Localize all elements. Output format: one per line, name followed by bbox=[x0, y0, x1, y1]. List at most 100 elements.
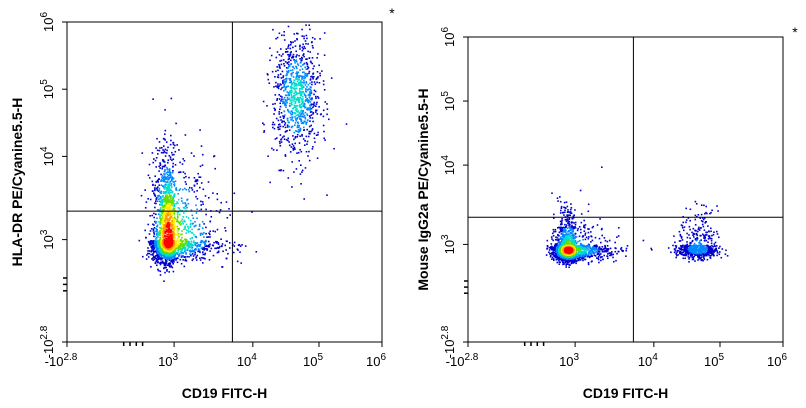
data-point-pop-1 bbox=[167, 208, 170, 210]
data-point-pop-2 bbox=[291, 161, 293, 163]
data-point-pop-1 bbox=[226, 217, 229, 219]
data-point-pop-1 bbox=[594, 247, 597, 250]
data-point-pop-1 bbox=[178, 253, 181, 255]
data-point-pop-1 bbox=[592, 225, 595, 228]
data-point-pop-1 bbox=[163, 150, 166, 152]
data-point-pop-1 bbox=[592, 246, 594, 248]
data-point-pop-2 bbox=[319, 113, 322, 116]
data-point-pop-1 bbox=[170, 231, 173, 233]
data-point-pop-1 bbox=[553, 259, 555, 262]
data-point-pop-1 bbox=[151, 214, 153, 217]
data-point-pop-2 bbox=[301, 76, 303, 79]
data-point-pop-1 bbox=[170, 208, 172, 211]
data-point-pop-2 bbox=[310, 124, 312, 127]
data-point-pop-1 bbox=[560, 207, 563, 209]
data-point-pop-2 bbox=[281, 96, 283, 98]
data-point-pop-1 bbox=[173, 185, 176, 187]
data-point-pop-1 bbox=[172, 170, 174, 172]
data-point-pop-1 bbox=[194, 235, 197, 238]
data-point-pop-2 bbox=[296, 93, 298, 96]
data-point-pop-1 bbox=[167, 178, 170, 181]
data-point-pop-2 bbox=[300, 183, 302, 185]
data-point-pop-2 bbox=[289, 151, 292, 153]
data-point-pop-1 bbox=[163, 237, 165, 239]
data-point-pop-1 bbox=[600, 228, 603, 231]
data-point-pop-2 bbox=[285, 130, 287, 133]
data-point-pop-2 bbox=[301, 88, 304, 90]
data-point-pop-1 bbox=[578, 259, 580, 261]
data-point-pop-1 bbox=[177, 193, 179, 195]
data-point-pop-1 bbox=[563, 206, 565, 209]
data-point-pop-1 bbox=[553, 230, 555, 233]
data-point-pop-1 bbox=[233, 241, 236, 244]
data-point-pop-1 bbox=[607, 253, 609, 255]
data-point-pop-1 bbox=[220, 238, 222, 240]
data-point-pop-1 bbox=[563, 234, 566, 237]
data-point-pop-1 bbox=[207, 240, 210, 243]
data-point-pop-1 bbox=[160, 184, 163, 186]
data-point-pop-1 bbox=[155, 238, 157, 240]
data-point-pop-1 bbox=[608, 239, 611, 242]
data-point-pop-1 bbox=[185, 183, 187, 185]
data-point-pop-2 bbox=[306, 58, 308, 60]
data-point-pop-1 bbox=[199, 234, 202, 236]
data-point-pop-1 bbox=[236, 260, 239, 263]
data-point-pop-2 bbox=[293, 171, 295, 173]
data-point-pop-1 bbox=[546, 245, 549, 248]
data-point-pop-2 bbox=[262, 122, 264, 124]
data-point-pop-2 bbox=[309, 88, 311, 91]
data-point-pop-1 bbox=[564, 227, 566, 229]
data-point-pop-2 bbox=[298, 54, 300, 57]
data-point-pop-2 bbox=[269, 59, 271, 62]
data-point-pop-1 bbox=[581, 257, 583, 260]
data-point-pop-1 bbox=[166, 178, 168, 180]
data-point-pop-2 bbox=[306, 98, 308, 100]
data-point-pop-2 bbox=[295, 114, 298, 117]
data-point-pop-1 bbox=[580, 213, 583, 215]
data-point-pop-2 bbox=[279, 102, 281, 105]
data-point-pop-1 bbox=[225, 257, 228, 260]
data-point-pop-1 bbox=[229, 214, 231, 216]
data-point-pop-2 bbox=[298, 84, 300, 87]
data-point-pop-1 bbox=[185, 175, 187, 178]
data-point-pop-2 bbox=[296, 114, 299, 116]
y-tick-exponent: 5 bbox=[39, 79, 50, 85]
data-point-pop-1 bbox=[563, 263, 565, 265]
data-point-pop-1 bbox=[593, 248, 595, 251]
data-point-pop-1 bbox=[183, 219, 186, 222]
data-point-pop-1 bbox=[564, 239, 567, 241]
data-point-pop-1 bbox=[605, 249, 608, 252]
data-point-pop-2 bbox=[279, 142, 281, 145]
data-point-pop-1 bbox=[562, 263, 564, 266]
data-point-pop-1 bbox=[171, 266, 174, 269]
data-point-pop-1 bbox=[159, 164, 162, 167]
data-point-pop-1 bbox=[187, 188, 190, 191]
data-point-pop-1 bbox=[564, 207, 567, 209]
data-point-pop-1 bbox=[161, 208, 164, 211]
data-point-pop-2 bbox=[294, 94, 297, 96]
data-point-pop-1 bbox=[197, 250, 199, 253]
data-point-pop-1 bbox=[590, 231, 592, 233]
data-point-pop-2 bbox=[289, 105, 291, 107]
data-point-pop-1 bbox=[574, 235, 577, 238]
data-point-pop-1 bbox=[149, 243, 151, 246]
data-point-pop-1 bbox=[562, 226, 565, 229]
data-point-pop-2 bbox=[312, 103, 314, 106]
data-point-pop-1 bbox=[564, 223, 566, 226]
data-point-pop-1 bbox=[580, 254, 583, 256]
data-point-pop-1 bbox=[579, 252, 582, 255]
data-point-pop-2 bbox=[296, 126, 299, 129]
data-point-pop-2 bbox=[303, 93, 306, 95]
data-point-pop-1 bbox=[587, 210, 590, 213]
data-point-pop-1 bbox=[572, 259, 575, 261]
data-point-pop-1 bbox=[167, 161, 169, 164]
data-point-pop-1 bbox=[161, 247, 164, 250]
data-point-pop-2 bbox=[284, 122, 287, 124]
data-point-pop-1 bbox=[176, 251, 178, 254]
data-point-pop-1 bbox=[599, 248, 602, 250]
data-point-pop-1 bbox=[164, 151, 166, 154]
data-point-pop-1 bbox=[155, 200, 157, 202]
data-point-pop-1 bbox=[185, 205, 187, 207]
data-point-pop-1 bbox=[167, 241, 170, 243]
data-point-pop-2 bbox=[287, 45, 290, 48]
